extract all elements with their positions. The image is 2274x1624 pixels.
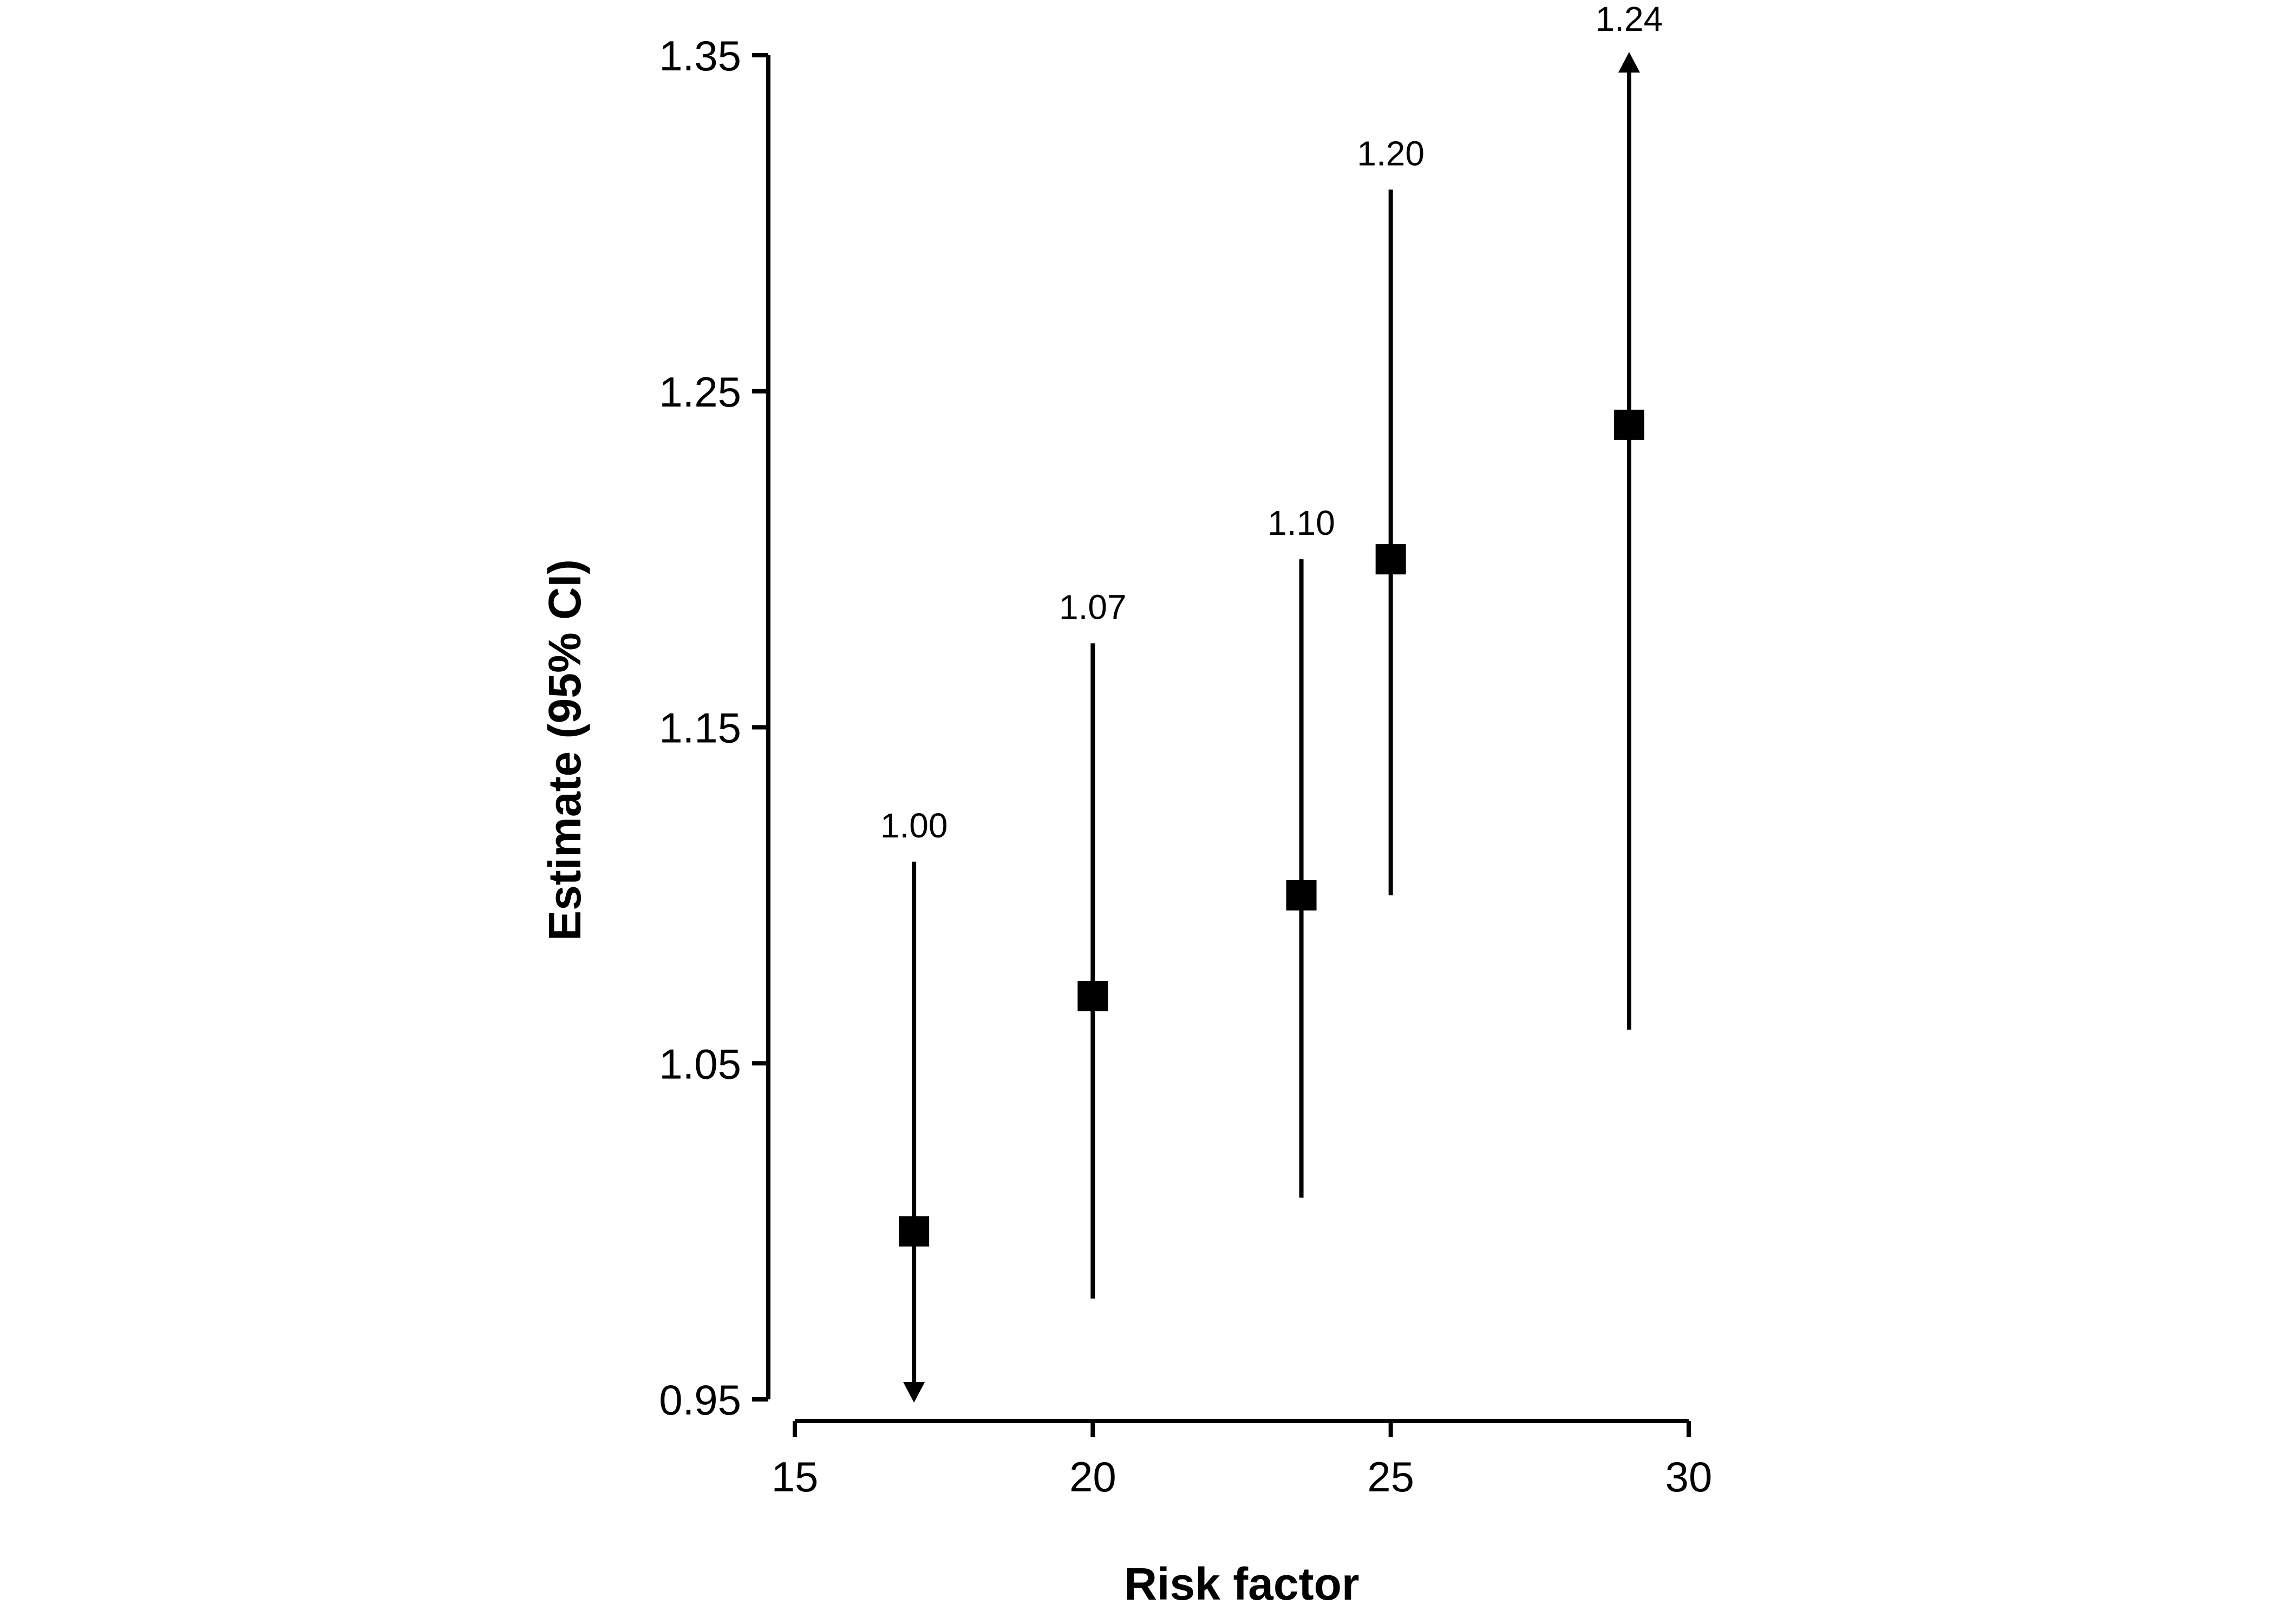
- x-tick-label: 25: [1367, 1453, 1414, 1501]
- data-label: 1.20: [1357, 134, 1424, 173]
- x-tick-label: 15: [772, 1453, 819, 1501]
- data-label: 1.00: [880, 806, 948, 845]
- y-tick-label: 1.05: [659, 1040, 741, 1088]
- x-tick-label: 20: [1069, 1453, 1116, 1501]
- data-label: 1.07: [1059, 587, 1127, 626]
- x-axis-title: Risk factor: [1124, 1558, 1359, 1609]
- y-tick-label: 0.95: [659, 1376, 741, 1424]
- y-tick-label: 1.35: [659, 32, 741, 80]
- data-label: 1.24: [1596, 0, 1663, 38]
- data-label: 1.10: [1267, 503, 1335, 542]
- estimate-point: [1286, 880, 1317, 911]
- y-axis-title: Estimate (95% CI): [539, 559, 590, 941]
- ci-arrow-down: [903, 1382, 925, 1403]
- estimate-point: [1375, 544, 1406, 575]
- estimate-point: [899, 1216, 930, 1247]
- data-marks: 1.00 1.07 1.10 1.20 1.24: [880, 0, 1663, 1403]
- ci-arrow-up: [1618, 52, 1640, 73]
- x-axis: 15 20 25 30: [772, 1419, 1713, 1501]
- estimate-point: [1077, 981, 1108, 1012]
- estimate-point: [1613, 409, 1644, 440]
- y-axis: 0.95 1.05 1.15 1.25 1.35: [659, 32, 770, 1424]
- x-tick-label: 30: [1665, 1453, 1713, 1501]
- y-tick-label: 1.25: [659, 368, 741, 416]
- y-tick-label: 1.15: [659, 704, 741, 752]
